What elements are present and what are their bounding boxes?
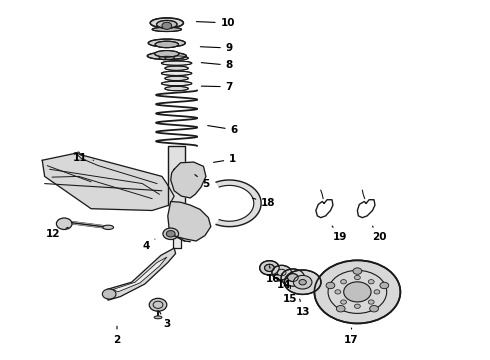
Polygon shape [113, 257, 167, 292]
Circle shape [354, 275, 360, 280]
Circle shape [353, 268, 362, 274]
Ellipse shape [150, 18, 183, 28]
Text: 9: 9 [200, 43, 233, 53]
Circle shape [374, 290, 380, 294]
Ellipse shape [165, 76, 188, 81]
Text: 3: 3 [159, 311, 171, 329]
Text: 1: 1 [214, 154, 236, 164]
Ellipse shape [154, 316, 162, 319]
Circle shape [369, 306, 378, 312]
Polygon shape [168, 202, 211, 241]
Text: 16: 16 [266, 266, 281, 284]
Circle shape [368, 280, 374, 284]
Circle shape [354, 304, 360, 309]
Text: 5: 5 [195, 175, 210, 189]
Ellipse shape [165, 86, 188, 91]
Text: 19: 19 [332, 226, 347, 242]
Ellipse shape [161, 61, 192, 65]
Polygon shape [171, 162, 206, 198]
Ellipse shape [272, 265, 292, 280]
Ellipse shape [294, 275, 312, 289]
Ellipse shape [148, 39, 185, 47]
Text: 6: 6 [208, 125, 238, 135]
Circle shape [166, 230, 175, 237]
Text: 13: 13 [295, 299, 310, 317]
Ellipse shape [260, 261, 279, 275]
Circle shape [368, 300, 374, 304]
Ellipse shape [157, 21, 177, 28]
Circle shape [315, 260, 400, 323]
Circle shape [162, 22, 172, 30]
Ellipse shape [165, 56, 188, 60]
Ellipse shape [284, 270, 321, 294]
Text: 15: 15 [283, 286, 297, 304]
Circle shape [380, 282, 389, 289]
Text: 18: 18 [252, 198, 276, 208]
Ellipse shape [161, 81, 192, 86]
Text: 17: 17 [344, 328, 359, 345]
Text: 7: 7 [201, 82, 233, 92]
Circle shape [336, 306, 345, 312]
Ellipse shape [281, 269, 305, 286]
Ellipse shape [165, 66, 188, 71]
Circle shape [343, 282, 371, 302]
Ellipse shape [155, 50, 179, 57]
Ellipse shape [152, 27, 181, 32]
Polygon shape [168, 146, 185, 205]
Text: 14: 14 [277, 274, 292, 290]
Ellipse shape [147, 52, 186, 59]
Ellipse shape [103, 225, 114, 229]
Circle shape [149, 298, 167, 311]
Text: 12: 12 [46, 227, 68, 239]
Text: 2: 2 [113, 326, 121, 345]
Circle shape [335, 290, 341, 294]
Circle shape [163, 228, 178, 239]
Circle shape [341, 300, 346, 304]
Text: 20: 20 [372, 226, 387, 242]
Text: 4: 4 [143, 239, 155, 251]
Ellipse shape [288, 274, 298, 282]
Ellipse shape [299, 279, 306, 285]
Circle shape [326, 282, 335, 289]
Text: 8: 8 [201, 60, 233, 70]
Text: 10: 10 [196, 18, 235, 28]
Polygon shape [216, 180, 261, 226]
Ellipse shape [155, 41, 178, 48]
Text: 11: 11 [73, 153, 94, 163]
Circle shape [341, 280, 346, 284]
Polygon shape [172, 205, 180, 248]
Ellipse shape [265, 264, 274, 271]
Polygon shape [106, 248, 175, 300]
Ellipse shape [161, 71, 192, 76]
Polygon shape [42, 153, 174, 211]
Circle shape [102, 289, 116, 299]
Circle shape [56, 218, 72, 229]
